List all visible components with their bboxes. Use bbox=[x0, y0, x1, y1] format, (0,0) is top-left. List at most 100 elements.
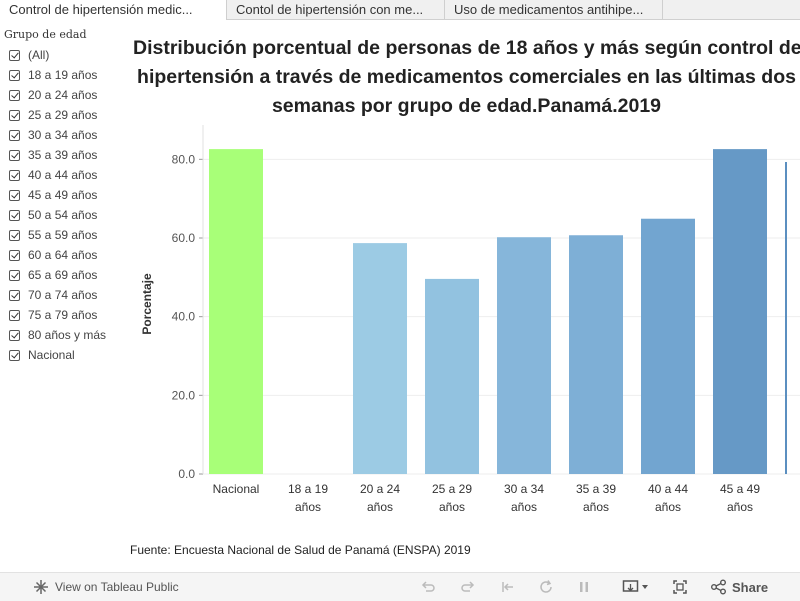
filter-option[interactable]: 60 a 64 años bbox=[4, 245, 129, 265]
tab-uso-medicamentos-antihipertensivos[interactable]: Uso de medicamentos antihipe... bbox=[445, 0, 663, 19]
x-tick-label: 20 a 24 años bbox=[360, 482, 400, 514]
filter-option-label: 40 a 44 años bbox=[28, 168, 98, 182]
checkbox-checked-icon[interactable] bbox=[9, 109, 20, 121]
x-tick-label: 18 a 19 años bbox=[288, 482, 328, 514]
bar-3 bbox=[425, 278, 479, 474]
share-button[interactable]: Share bbox=[710, 579, 768, 595]
filter-option-label: 45 a 49 años bbox=[28, 188, 98, 202]
filter-option[interactable]: 65 a 69 años bbox=[4, 265, 129, 285]
y-tick-label: 20.0 bbox=[172, 388, 196, 402]
filter-title: Grupo de edad bbox=[4, 28, 87, 41]
filter-option[interactable]: Nacional bbox=[4, 345, 129, 365]
filter-option-label: 50 a 54 años bbox=[28, 208, 98, 222]
fullscreen-icon bbox=[673, 580, 687, 594]
undo-button[interactable] bbox=[420, 579, 436, 595]
chart-title-line-1: Distribución porcentual de personas de 1… bbox=[133, 37, 800, 59]
revert-icon bbox=[502, 582, 513, 592]
x-tick-label: 35 a 39 años bbox=[576, 482, 616, 514]
filter-option[interactable]: 40 a 44 años bbox=[4, 165, 129, 185]
checkbox-checked-icon[interactable] bbox=[9, 69, 20, 81]
y-tick-label: 40.0 bbox=[172, 310, 196, 324]
filter-option-label: 18 a 19 años bbox=[28, 68, 98, 82]
redo-icon bbox=[461, 581, 475, 592]
filter-option[interactable]: 75 a 79 años bbox=[4, 305, 129, 325]
filter-option-label: 30 a 34 años bbox=[28, 128, 98, 142]
chart-title-line-3: semanas por grupo de edad.Panamá.2019 bbox=[271, 95, 662, 117]
checkbox-checked-icon[interactable] bbox=[9, 209, 20, 221]
bar-chart: 0.0 20.0 40.0 60.0 80.0 Porcentaje Nacional 18 … bbox=[140, 125, 800, 514]
pause-icon bbox=[580, 582, 588, 592]
checkbox-checked-icon[interactable] bbox=[9, 349, 20, 361]
fullscreen-button[interactable] bbox=[672, 579, 688, 595]
download-icon bbox=[622, 580, 648, 592]
checkbox-checked-icon[interactable] bbox=[9, 229, 20, 241]
filter-option-label: 65 a 69 años bbox=[28, 268, 98, 282]
checkbox-checked-icon[interactable] bbox=[9, 309, 20, 321]
checkbox-checked-icon[interactable] bbox=[9, 89, 20, 101]
tab-control-hipertension-con-medicamentos[interactable]: Contol de hipertensión con me... bbox=[227, 0, 445, 19]
bar-4 bbox=[497, 237, 551, 474]
filter-list: (All) 18 a 19 años 20 a 24 años 25 a 29 año… bbox=[4, 45, 129, 365]
age-group-filter: Grupo de edad (All) 18 a 19 años 20 a 24 a… bbox=[4, 28, 129, 365]
x-tick-label: 40 a 44 años bbox=[648, 482, 688, 514]
filter-option[interactable]: 70 a 74 años bbox=[4, 285, 129, 305]
tableau-toolbar: View on Tableau Public Share bbox=[0, 572, 800, 601]
checkbox-checked-icon[interactable] bbox=[9, 269, 20, 281]
bar-7 bbox=[713, 149, 767, 474]
filter-option-label: 80 años y más bbox=[28, 328, 107, 342]
filter-option-label: (All) bbox=[28, 48, 50, 62]
checkbox-checked-icon[interactable] bbox=[9, 49, 20, 61]
redo-button[interactable] bbox=[460, 579, 476, 595]
view-on-tableau-public-button[interactable]: View on Tableau Public bbox=[33, 579, 179, 595]
tab-control-hipertension-medicamentos[interactable]: Control de hipertensión medic... bbox=[0, 0, 227, 20]
filter-option-label: 20 a 24 años bbox=[28, 88, 98, 102]
sheet-tab-bar: Control de hipertensión medic... Contol … bbox=[0, 0, 800, 20]
checkbox-checked-icon[interactable] bbox=[9, 189, 20, 201]
download-button[interactable] bbox=[622, 579, 650, 595]
tableau-logo-icon bbox=[33, 579, 49, 595]
checkbox-checked-icon[interactable] bbox=[9, 289, 20, 301]
chart-title: Distribución porcentual de personas de 1… bbox=[133, 34, 800, 120]
refresh-button[interactable] bbox=[538, 579, 554, 595]
refresh-icon bbox=[540, 580, 552, 593]
x-tick-label: 25 a 29 años bbox=[432, 482, 472, 514]
filter-option[interactable]: (All) bbox=[4, 45, 129, 65]
filter-option[interactable]: 50 a 54 años bbox=[4, 205, 129, 225]
x-tick-label: Nacional bbox=[213, 482, 260, 496]
bar-6 bbox=[641, 218, 695, 474]
revert-button[interactable] bbox=[500, 579, 516, 595]
x-tick-label: 45 a 49 años bbox=[720, 482, 760, 514]
filter-option[interactable]: 20 a 24 años bbox=[4, 85, 129, 105]
bar-5 bbox=[569, 235, 623, 474]
y-tick-label: 0.0 bbox=[178, 467, 195, 481]
filter-option[interactable]: 80 años y más bbox=[4, 325, 129, 345]
filter-option[interactable]: 55 a 59 años bbox=[4, 225, 129, 245]
share-icon bbox=[711, 579, 726, 595]
bar-0 bbox=[209, 149, 263, 474]
y-axis-label: Porcentaje bbox=[140, 273, 154, 335]
checkbox-checked-icon[interactable] bbox=[9, 129, 20, 141]
filter-option-label: 70 a 74 años bbox=[28, 288, 98, 302]
source-note: Fuente: Encuesta Nacional de Salud de Pa… bbox=[130, 543, 471, 557]
filter-option[interactable]: 18 a 19 años bbox=[4, 65, 129, 85]
y-tick-label: 60.0 bbox=[172, 231, 196, 245]
chart-title-line-2: hipertensión a través de medicamentos co… bbox=[137, 66, 796, 88]
filter-option-label: 25 a 29 años bbox=[28, 108, 98, 122]
x-tick-label: 30 a 34 años bbox=[504, 482, 544, 514]
checkbox-checked-icon[interactable] bbox=[9, 149, 20, 161]
checkbox-checked-icon[interactable] bbox=[9, 329, 20, 341]
filter-option-label: 35 a 39 años bbox=[28, 148, 98, 162]
filter-option-label: 75 a 79 años bbox=[28, 308, 98, 322]
view-on-tableau-public-label: View on Tableau Public bbox=[55, 580, 179, 594]
pause-button[interactable] bbox=[576, 579, 592, 595]
filter-option[interactable]: 25 a 29 años bbox=[4, 105, 129, 125]
checkbox-checked-icon[interactable] bbox=[9, 169, 20, 181]
filter-option[interactable]: 35 a 39 años bbox=[4, 145, 129, 165]
undo-icon bbox=[421, 581, 435, 592]
filter-option[interactable]: 30 a 34 años bbox=[4, 125, 129, 145]
filter-option[interactable]: 45 a 49 años bbox=[4, 185, 129, 205]
bar-2 bbox=[353, 243, 407, 474]
filter-option-label: 60 a 64 años bbox=[28, 248, 98, 262]
share-label: Share bbox=[732, 579, 769, 595]
checkbox-checked-icon[interactable] bbox=[9, 249, 20, 261]
